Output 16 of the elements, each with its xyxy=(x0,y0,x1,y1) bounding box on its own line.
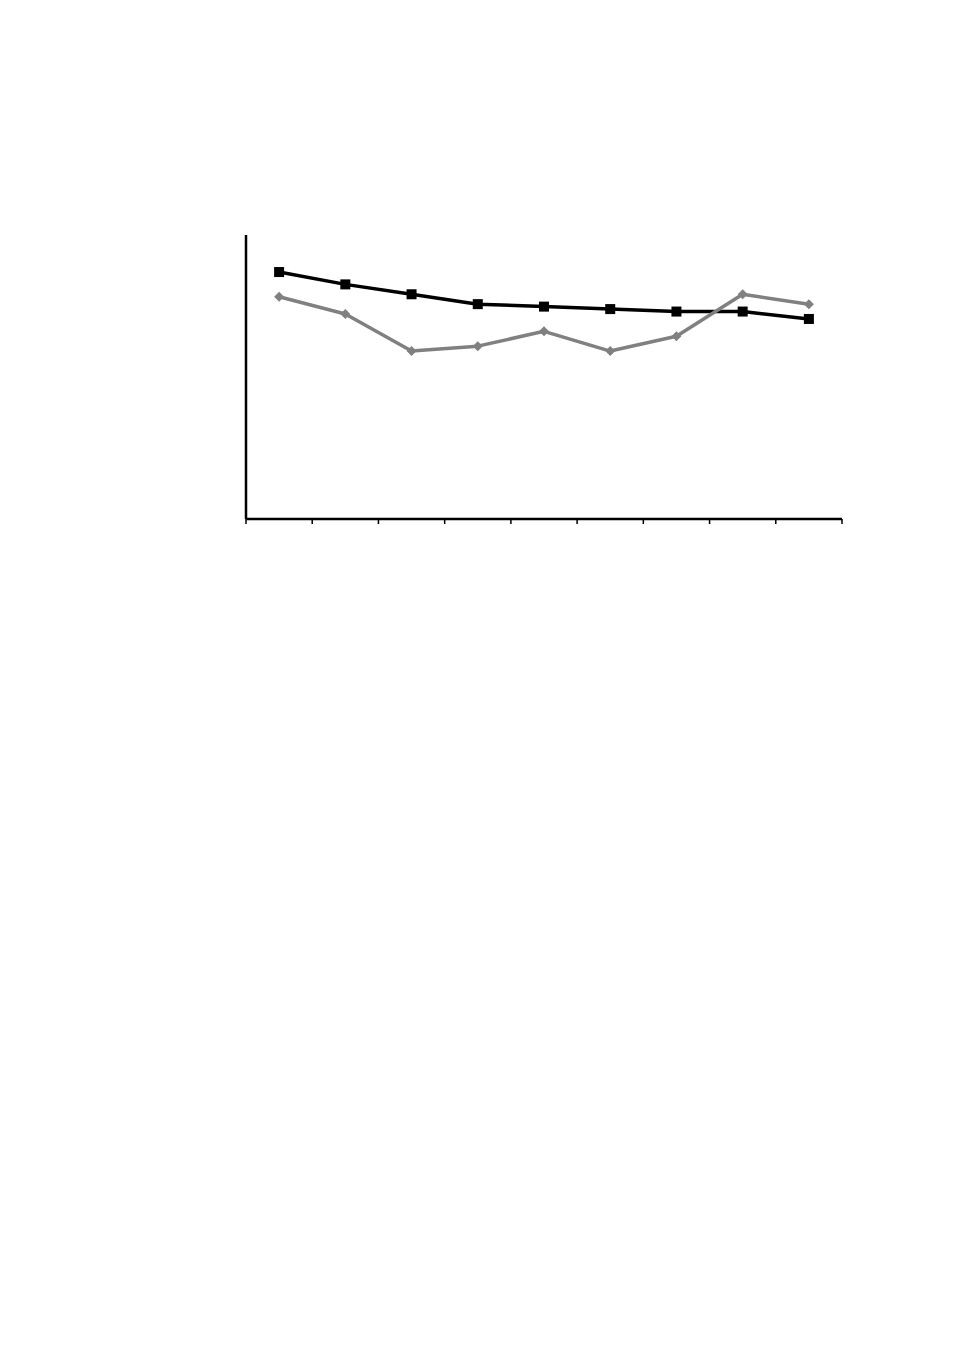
point xyxy=(737,306,748,317)
point xyxy=(406,346,417,357)
point xyxy=(274,267,285,278)
point xyxy=(340,279,351,290)
point xyxy=(737,289,748,300)
point xyxy=(605,346,616,357)
point xyxy=(472,299,483,310)
point xyxy=(539,326,549,337)
point xyxy=(406,289,417,300)
point xyxy=(539,301,549,312)
point xyxy=(605,304,616,315)
point xyxy=(671,331,682,342)
point xyxy=(340,309,351,320)
point xyxy=(803,313,814,324)
point xyxy=(671,306,682,317)
point xyxy=(274,291,285,302)
